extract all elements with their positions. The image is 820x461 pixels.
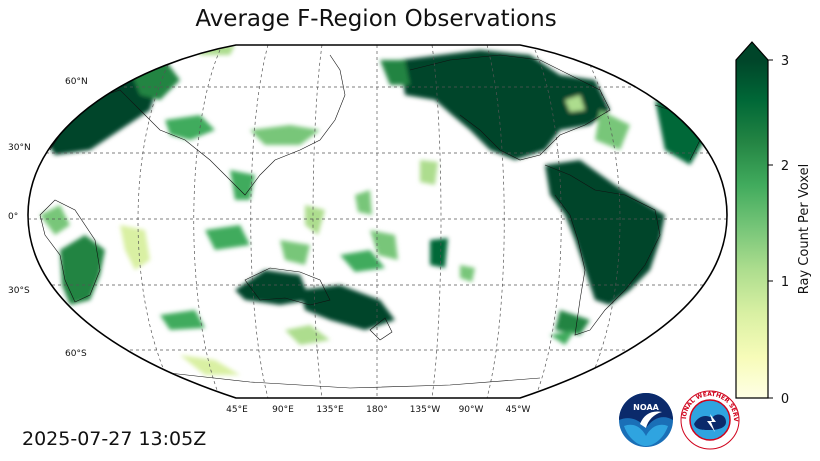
colorbar-label: Ray Count Per Voxel: [797, 164, 812, 294]
globe-outline: [27, 44, 728, 399]
colorbar: 0 1 2 3 Ray Count Per Voxel: [735, 41, 812, 407]
nws-logo: NATIONAL WEATHER SERVICE: [680, 390, 740, 450]
lon-label-135e: 135°E: [316, 405, 344, 415]
lon-label-45w: 45°W: [506, 405, 531, 415]
latitude-labels: 60°N 30°N 0° 30°S 60°S: [8, 77, 88, 359]
colorbar-outline: [735, 41, 769, 399]
lat-label-60s: 60°S: [65, 349, 87, 359]
colorbar-tick-2: 2: [781, 159, 789, 174]
lon-label-180: 180°: [366, 405, 388, 415]
lat-label-30s: 30°S: [8, 286, 30, 296]
lon-label-135w: 135°W: [410, 405, 441, 415]
timestamp: 2025-07-27 13:05Z: [22, 428, 207, 450]
noaa-logo: NOAA: [619, 393, 673, 447]
colorbar-tick-3: 3: [781, 54, 789, 69]
lon-label-90w: 90°W: [459, 405, 484, 415]
chart-title: Average F-Region Observations: [195, 6, 557, 32]
graticule: [28, 45, 727, 398]
colorbar-tick-1: 1: [781, 275, 789, 290]
longitude-labels: 45°E 90°E 135°E 180° 135°W 90°W 45°W: [226, 405, 530, 415]
lon-label-90e: 90°E: [272, 405, 294, 415]
lat-label-30n: 30°N: [8, 143, 31, 153]
lon-label-45e: 45°E: [226, 405, 248, 415]
colorbar-tick-0: 0: [781, 392, 789, 407]
lat-label-0: 0°: [8, 212, 18, 222]
lat-label-60n: 60°N: [65, 77, 88, 87]
colorbar-gradient: [736, 60, 768, 398]
colorbar-extend-arrow: [736, 42, 768, 60]
noaa-logo-text: NOAA: [633, 403, 659, 412]
coastlines: [39, 54, 701, 389]
